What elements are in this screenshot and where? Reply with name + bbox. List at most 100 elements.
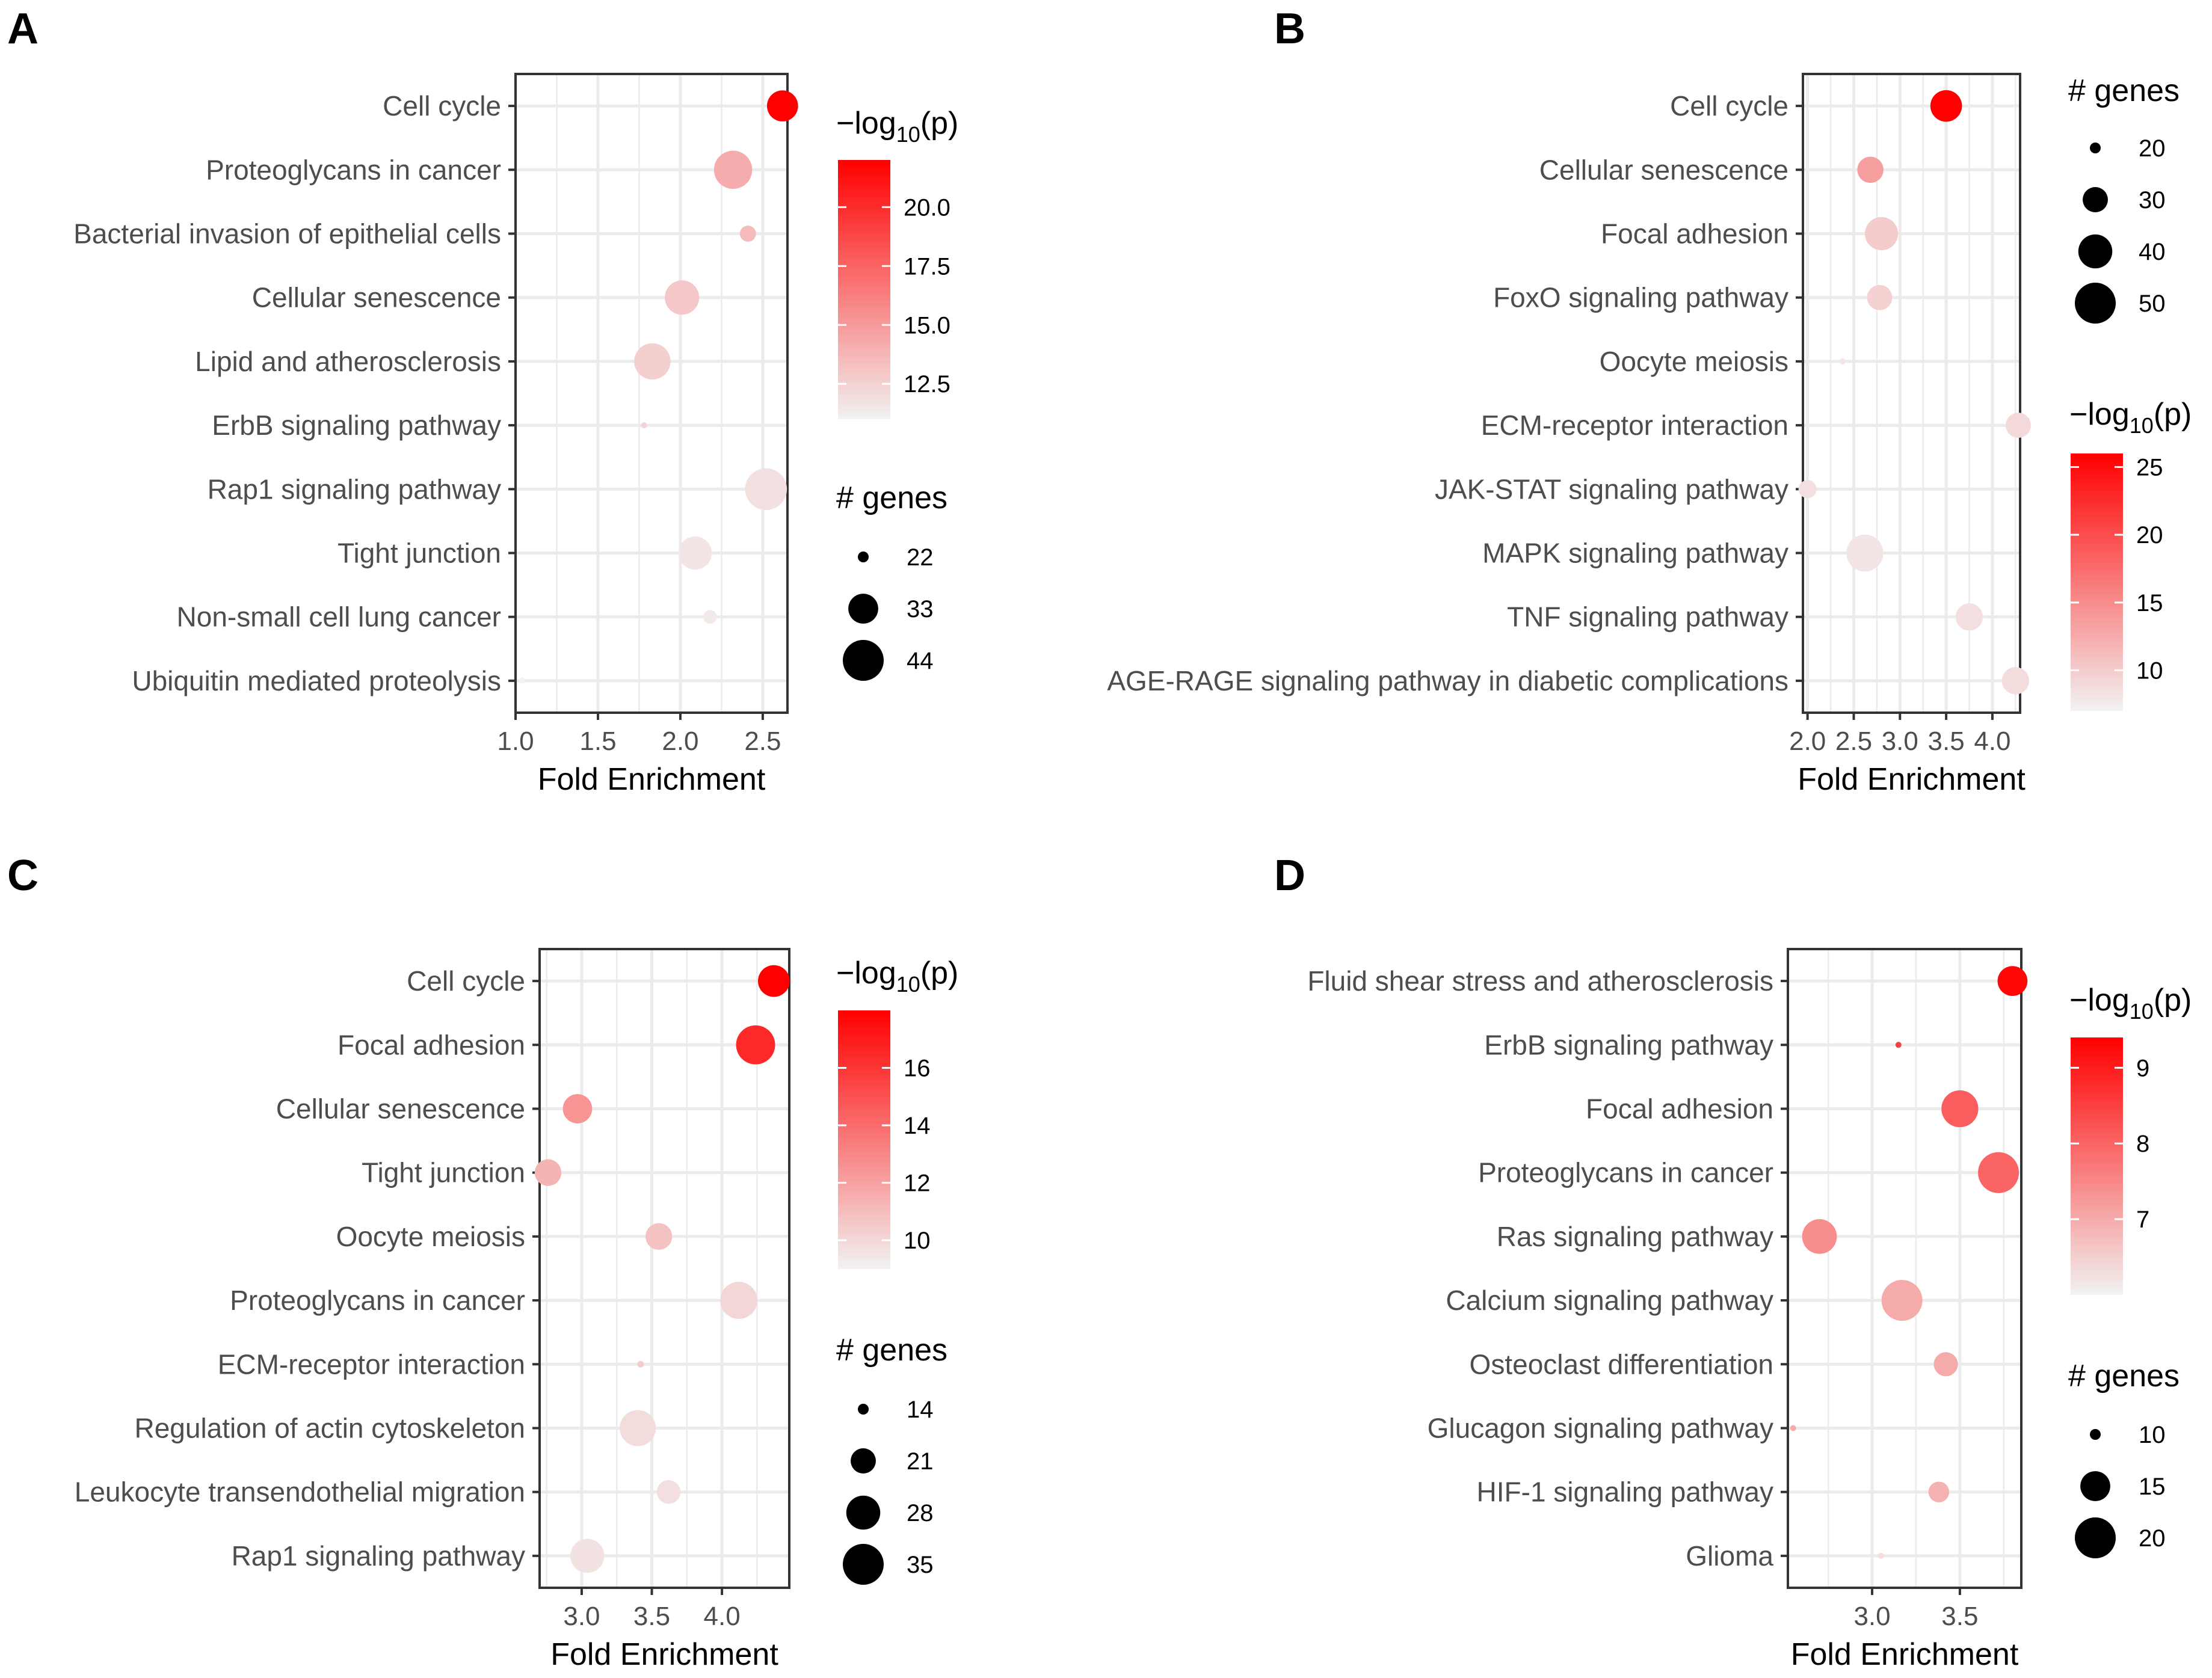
panel-d-xtick-label: 3.0 <box>1853 1602 1890 1631</box>
panel-d-point-glucagon-signaling-pathway <box>1790 1425 1796 1431</box>
panel-c-category-leukocyte-transendothelial-migration: Leukocyte transendothelial migration <box>75 1477 525 1508</box>
panel-c-colorbar-label: 14 <box>904 1113 931 1139</box>
panel-a-category-proteoglycans-in-cancer: Proteoglycans in cancer <box>206 154 501 185</box>
panel-c-category-oocyte-meiosis: Oocyte meiosis <box>336 1221 525 1252</box>
legend-title-part: (p) <box>2154 983 2192 1018</box>
panel-a-point-cell-cycle <box>766 90 798 121</box>
panel-a-xtick-label: 1.0 <box>497 727 534 756</box>
panel-a-point-rap1-signaling-pathway <box>745 468 787 511</box>
panel-b-category-oocyte-meiosis: Oocyte meiosis <box>1600 346 1788 377</box>
panel-c-size-key-28 <box>846 1495 881 1530</box>
panel-d-colorbar-label: 8 <box>2136 1131 2149 1157</box>
panel-a-colorbar <box>838 160 890 419</box>
panel-c-colorbar-label: 10 <box>904 1228 931 1254</box>
panel-a-point-bacterial-invasion-of-epithelial-cells <box>739 226 756 242</box>
panel-b-colorbar-label: 10 <box>2136 657 2163 684</box>
panel-d-category-focal-adhesion: Focal adhesion <box>1586 1093 1773 1125</box>
panel-a-size-legend-title: # genes <box>836 481 947 515</box>
panel-a-size-key-label: 44 <box>907 648 934 674</box>
panel-d: D Fluid shear stress and atherosclerosis E… <box>1274 852 2192 1672</box>
panel-d-point-erbb-signaling-pathway <box>1895 1042 1902 1048</box>
panel-d-point-osteoclast-differentiation <box>1933 1352 1958 1377</box>
panel-c-letter: C <box>7 852 39 900</box>
panel-d-category-hif-1-signaling-pathway: HIF-1 signaling pathway <box>1477 1477 1773 1508</box>
panel-b-category-jak-stat-signaling-pathway: JAK-STAT signaling pathway <box>1435 473 1788 505</box>
panel-c-color-legend-title: −log10(p) <box>836 956 958 997</box>
legend-title-part: (p) <box>920 956 959 991</box>
panel-c-size-key-35 <box>843 1544 884 1585</box>
legend-title-part: −log <box>836 106 896 141</box>
panel-c-size-key-label: 35 <box>907 1552 934 1578</box>
panel-b-category-mapk-signaling-pathway: MAPK signaling pathway <box>1482 538 1788 569</box>
panel-b-letter: B <box>1274 5 1305 53</box>
panel-b-colorbar-label: 20 <box>2136 522 2163 549</box>
panel-d-size-key-label: 10 <box>2139 1422 2166 1448</box>
panel-a-category-erbb-signaling-pathway: ErbB signaling pathway <box>212 410 501 441</box>
panel-a-point-ubiquitin-mediated-proteolysis <box>519 677 525 684</box>
panel-b-point-ecm-receptor-interaction <box>2005 413 2031 438</box>
panel-d-point-calcium-signaling-pathway <box>1881 1280 1923 1321</box>
panel-a-letter: A <box>7 5 39 53</box>
panel-a-point-erbb-signaling-pathway <box>641 422 647 429</box>
panel-d-point-proteoglycans-in-cancer <box>1978 1152 2019 1193</box>
panel-a: A Cell cycle Proteoglycans in cancer Bacter… <box>7 5 958 797</box>
panel-a-colorbar-label: 20.0 <box>904 194 950 221</box>
panel-b-point-cell-cycle <box>1930 90 1962 122</box>
panel-d-category-proteoglycans-in-cancer: Proteoglycans in cancer <box>1478 1157 1773 1188</box>
panel-d-size-key-15 <box>2080 1471 2110 1501</box>
panel-b-size-key-label: 20 <box>2139 135 2166 162</box>
panel-c-size-legend-title: # genes <box>836 1333 947 1368</box>
panel-c-size-key-21 <box>851 1448 876 1474</box>
panel-a-category-rap1-signaling-pathway: Rap1 signaling pathway <box>208 473 501 505</box>
panel-d-point-hif-1-signaling-pathway <box>1928 1481 1950 1502</box>
panel-b-size-key-30 <box>2083 187 2108 212</box>
panel-c-point-oocyte-meiosis <box>645 1223 673 1250</box>
panel-b-colorbar-label: 15 <box>2136 590 2163 616</box>
panel-d-category-erbb-signaling-pathway: ErbB signaling pathway <box>1484 1029 1773 1060</box>
panel-d-size-key-label: 15 <box>2139 1474 2166 1500</box>
panel-b-category-tnf-signaling-pathway: TNF signaling pathway <box>1507 601 1788 633</box>
panel-c-plot-border <box>538 948 790 1589</box>
panel-a-size-key-label: 22 <box>907 544 934 571</box>
panel-c-size-key-label: 28 <box>907 1500 934 1526</box>
legend-title-part: −log <box>2069 983 2130 1018</box>
panel-c-colorbar-label: 16 <box>904 1056 931 1082</box>
panel-a-point-non-small-cell-lung-cancer <box>703 610 717 624</box>
panel-c: C Cell cycle Focal adhesion Cellular senesc… <box>7 852 958 1672</box>
panel-b-size-key-40 <box>2078 234 2113 269</box>
panel-a-category-cell-cycle: Cell cycle <box>383 90 501 121</box>
panel-c-category-ecm-receptor-interaction: ECM-receptor interaction <box>218 1348 525 1380</box>
panel-c-x-axis-title: Fold Enrichment <box>550 1637 778 1672</box>
legend-title-subscript: 10 <box>2130 413 2154 438</box>
panel-b: B Cell cycle Cellular senescence Focal adhe… <box>1107 5 2192 797</box>
panel-a-colorbar-label: 12.5 <box>904 371 950 398</box>
panel-c-point-rap1-signaling-pathway <box>570 1538 605 1573</box>
panel-d-xtick-label: 3.5 <box>1941 1602 1978 1631</box>
panel-d-size-key-20 <box>2075 1517 2116 1558</box>
panel-b-size-key-label: 40 <box>2139 239 2166 265</box>
panel-c-colorbar-label: 12 <box>904 1170 931 1197</box>
panel-b-point-cellular-senescence <box>1857 156 1884 183</box>
panel-d-size-legend-title: # genes <box>2068 1359 2180 1394</box>
panel-d-letter: D <box>1274 852 1305 900</box>
panel-b-size-key-20 <box>2090 143 2101 153</box>
panel-d-category-ras-signaling-pathway: Ras signaling pathway <box>1497 1221 1773 1252</box>
panel-c-category-proteoglycans-in-cancer: Proteoglycans in cancer <box>230 1285 525 1316</box>
panel-d-category-calcium-signaling-pathway: Calcium signaling pathway <box>1446 1285 1773 1316</box>
legend-title-subscript: 10 <box>896 122 920 147</box>
panel-a-size-key-33 <box>848 594 878 624</box>
panel-d-category-glioma: Glioma <box>1686 1540 1773 1572</box>
panel-a-category-tight-junction: Tight junction <box>337 538 501 569</box>
legend-title-part: −log <box>836 956 896 991</box>
panel-c-colorbar <box>838 1010 890 1269</box>
panel-a-point-lipid-and-atherosclerosis <box>634 343 671 380</box>
panel-c-point-ecm-receptor-interaction <box>637 1360 644 1368</box>
panel-d-colorbar-label: 7 <box>2136 1206 2149 1233</box>
panel-c-category-focal-adhesion: Focal adhesion <box>337 1029 525 1060</box>
panel-c-point-cell-cycle <box>757 965 790 997</box>
panel-c-category-tight-junction: Tight junction <box>362 1157 525 1188</box>
panel-c-xtick-label: 4.0 <box>704 1602 741 1631</box>
panel-c-xtick-label: 3.5 <box>633 1602 670 1631</box>
panel-d-colorbar <box>2071 1037 2123 1295</box>
